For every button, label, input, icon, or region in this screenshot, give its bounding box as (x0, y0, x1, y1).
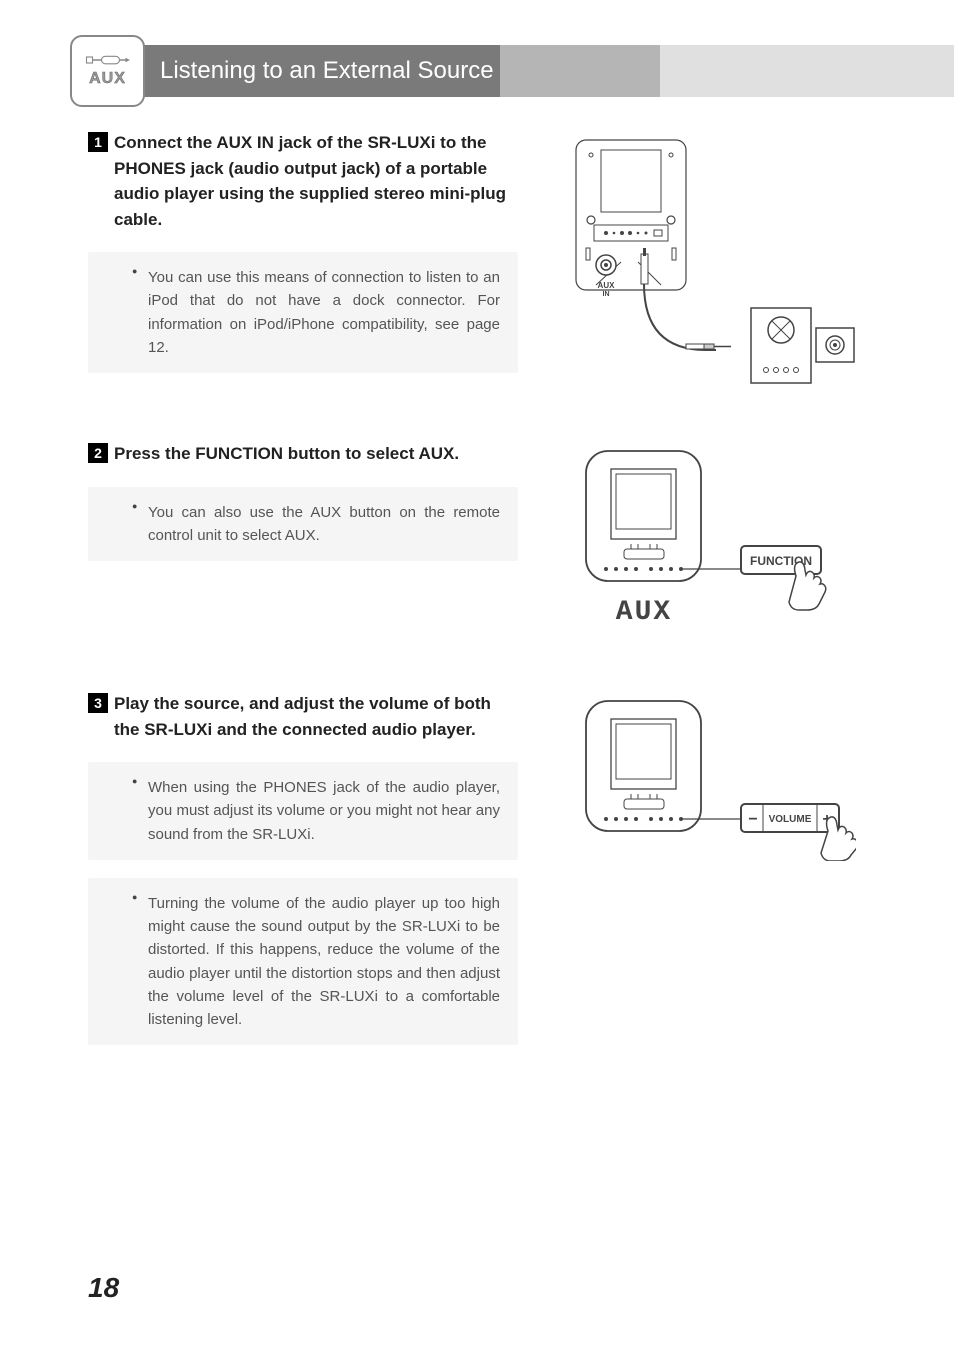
volume-button-label: VOLUME (769, 814, 812, 825)
step-1-bullet-1-text: You can use this means of connection to … (148, 266, 500, 359)
aux-plug-icon (85, 54, 130, 66)
title-bar-dark: Listening to an External Source (140, 45, 500, 97)
step-2-text: 2 Press the FUNCTION button to select AU… (88, 441, 548, 641)
step-1-bullet-1: You can use this means of connection to … (88, 252, 518, 373)
step-1: 1 Connect the AUX IN jack of the SR-LUXi… (88, 130, 874, 391)
step-3-number: 3 (88, 693, 108, 713)
title-bar-mid (500, 45, 660, 97)
step-3-bullet-1-text: When using the PHONES jack of the audio … (148, 776, 500, 846)
page-header: AUX Listening to an External Source (0, 45, 954, 97)
aux-badge-label: AUX (89, 70, 126, 88)
step-1-diagram: AUX IN (548, 130, 874, 391)
step-2: 2 Press the FUNCTION button to select AU… (88, 441, 874, 641)
title-bar-light (660, 45, 954, 97)
aux-connection-diagram: AUX IN (566, 130, 856, 390)
page-number: 18 (88, 1272, 119, 1304)
display-aux-text: AUX (616, 597, 672, 628)
step-3-bullet-2: Turning the volume of the audio player u… (88, 878, 518, 1046)
volume-minus-label: − (748, 811, 757, 828)
step-3-text: 3 Play the source, and adjust the volume… (88, 691, 548, 1063)
step-3-diagram: − VOLUME + (548, 691, 874, 1063)
step-1-number: 1 (88, 132, 108, 152)
function-button-diagram: FUNCTION AUX (566, 441, 856, 641)
step-1-title: Connect the AUX IN jack of the SR-LUXi t… (114, 133, 506, 229)
page-title: Listening to an External Source (160, 57, 494, 85)
step-2-bullet-1: You can also use the AUX button on the r… (88, 487, 518, 562)
step-2-number: 2 (88, 443, 108, 463)
step-2-bullet-1-text: You can also use the AUX button on the r… (148, 501, 500, 548)
volume-button-diagram: − VOLUME + (566, 691, 856, 861)
step-3: 3 Play the source, and adjust the volume… (88, 691, 874, 1063)
step-3-bullet-1: When using the PHONES jack of the audio … (88, 762, 518, 860)
step-3-title: Play the source, and adjust the volume o… (114, 694, 491, 739)
content-area: 1 Connect the AUX IN jack of the SR-LUXi… (88, 130, 874, 1113)
aux-badge: AUX (70, 35, 145, 107)
aux-in-label: AUX (598, 281, 616, 290)
step-3-bullet-2-text: Turning the volume of the audio player u… (148, 892, 500, 1032)
svg-text:IN: IN (603, 291, 610, 298)
step-1-text: 1 Connect the AUX IN jack of the SR-LUXi… (88, 130, 548, 391)
step-2-diagram: FUNCTION AUX (548, 441, 874, 641)
step-2-title: Press the FUNCTION button to select AUX. (114, 444, 459, 463)
